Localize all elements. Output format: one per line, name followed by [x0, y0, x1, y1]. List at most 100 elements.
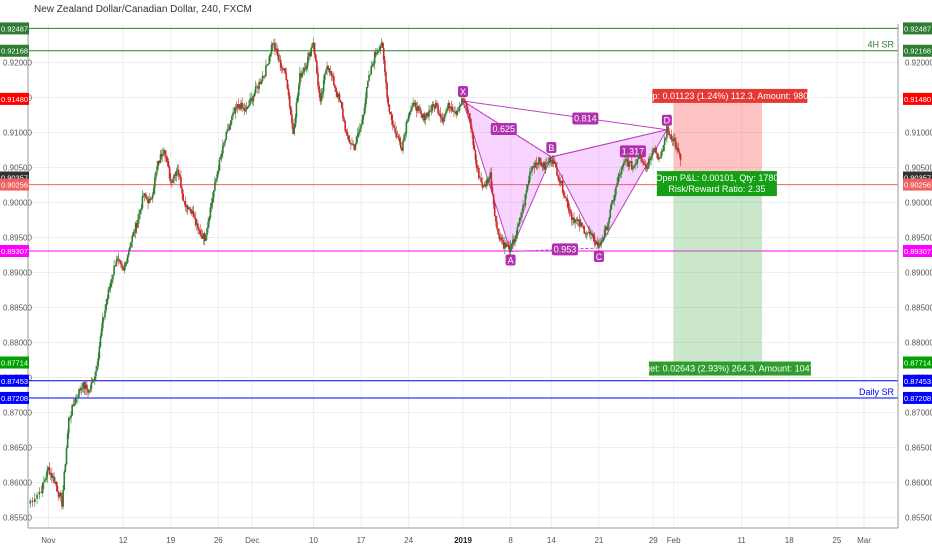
candle-body — [345, 130, 348, 132]
short-position-tool[interactable]: Stop: 0.01123 (1.24%) 112.3, Amount: 980… — [633, 88, 828, 376]
candle-body — [106, 298, 109, 305]
candle-body — [413, 102, 416, 104]
pnl-label-text: Risk/Reward Ratio: 2.35 — [668, 184, 765, 194]
candle-body — [456, 110, 459, 115]
candle-body — [339, 99, 342, 103]
candle-body — [346, 131, 349, 136]
candle-body — [658, 157, 660, 160]
candle-body — [201, 235, 204, 239]
candle-body — [270, 44, 273, 54]
candle-body — [424, 116, 427, 121]
candle-body — [570, 213, 573, 220]
candle-body — [280, 67, 283, 69]
candle-body — [290, 106, 292, 115]
candle-body — [146, 197, 148, 200]
candle-body — [391, 120, 394, 126]
pattern-point-box — [505, 254, 516, 266]
candle-body — [388, 104, 391, 113]
pattern-point-label: A — [508, 256, 514, 266]
candle-body — [220, 153, 223, 157]
candle-body — [234, 107, 237, 114]
price-label-left: 0.91480 — [1, 95, 28, 104]
candle-body — [334, 85, 336, 89]
candle-body — [82, 382, 85, 389]
candle-body — [158, 160, 161, 163]
candle-body — [81, 388, 84, 389]
candle-body — [381, 42, 384, 48]
candle-body — [467, 113, 470, 114]
pattern-point-box — [546, 142, 557, 153]
candle-body — [654, 148, 657, 153]
candle-body — [79, 389, 81, 391]
candle-body — [540, 161, 542, 167]
candle-body — [171, 181, 173, 183]
candle-body — [160, 154, 163, 157]
candle-body — [547, 162, 549, 164]
candle-body — [470, 118, 472, 129]
candle-body — [309, 52, 311, 56]
candle-body — [294, 117, 297, 128]
candle-body — [546, 162, 548, 164]
candle-body — [640, 155, 642, 159]
candle-body — [193, 216, 196, 218]
candle-body — [604, 226, 607, 230]
candle-body — [73, 404, 76, 406]
candle-body — [609, 209, 612, 219]
candle-body — [534, 162, 537, 168]
candle-body — [462, 98, 464, 100]
target-zone — [673, 184, 763, 363]
candle-body — [555, 162, 557, 168]
candle-body — [149, 198, 152, 200]
candle-body — [94, 376, 96, 381]
candle-body — [217, 170, 220, 174]
candle-body — [585, 233, 588, 234]
candle-body — [168, 166, 171, 179]
y-tick-label-right: 0.92000 — [905, 59, 932, 68]
candle-body — [606, 226, 608, 231]
candle-body — [133, 232, 136, 233]
candle-body — [541, 166, 544, 168]
candle-body — [599, 243, 601, 245]
price-label-box-left — [0, 92, 29, 105]
candle-body — [363, 107, 366, 115]
candle-body — [202, 233, 205, 239]
candle-body — [357, 132, 360, 134]
candle-body — [186, 205, 189, 210]
candle-body — [394, 127, 396, 132]
candle-body — [476, 167, 479, 169]
candle-body — [63, 471, 66, 490]
price-label-right: 0.90357 — [904, 174, 931, 183]
candle-body — [458, 105, 461, 111]
candle-body — [572, 217, 574, 220]
candle-body — [329, 71, 332, 73]
candle-body — [183, 200, 186, 202]
candle-body — [587, 231, 590, 233]
candle-body — [390, 113, 393, 121]
candle-body — [539, 157, 541, 162]
candle-body — [242, 107, 245, 109]
candle-body — [342, 108, 344, 119]
candle-body — [439, 113, 442, 118]
price-label-box-right — [903, 22, 932, 35]
candle-body — [491, 187, 494, 195]
candle-body — [195, 223, 198, 225]
candle-body — [80, 388, 83, 391]
candle-body — [521, 212, 523, 218]
candle-body — [445, 111, 447, 114]
candle-body — [610, 203, 613, 210]
candle-body — [608, 218, 610, 223]
candle-body — [128, 250, 130, 256]
candle-body — [308, 52, 310, 58]
candle-body — [92, 379, 95, 381]
candle-body — [225, 132, 228, 140]
candle-body — [278, 59, 281, 61]
candle-body — [320, 93, 323, 102]
candle-body — [601, 240, 604, 242]
candle-body — [184, 201, 187, 208]
candle-body — [453, 110, 455, 113]
y-tick-label-left: 0.92000 — [3, 59, 32, 68]
candle-body — [650, 157, 652, 160]
price-label-box-left — [0, 44, 29, 57]
candle-body — [100, 328, 103, 337]
